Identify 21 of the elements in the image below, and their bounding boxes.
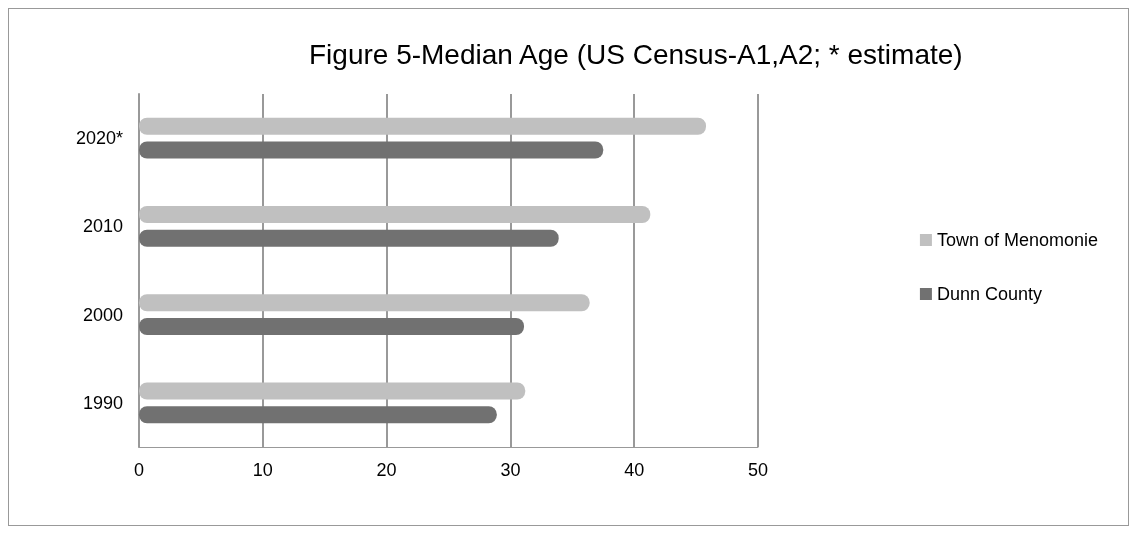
bar — [139, 229, 559, 247]
x-tick-label: 10 — [252, 460, 273, 480]
x-tick-label: 0 — [133, 460, 145, 480]
x-tick-label: 30 — [500, 460, 521, 480]
bar — [139, 406, 497, 424]
y-tick-label: 2000 — [82, 304, 123, 325]
legend-label: Dunn County — [936, 284, 1042, 304]
y-tick-label: 2010 — [82, 216, 123, 237]
bar — [139, 382, 526, 400]
legend-label: Town of Menomonie — [936, 230, 1099, 250]
bar — [139, 117, 706, 135]
bar — [139, 294, 590, 312]
chart-title: Figure 5-Median Age (US Census-A1,A2; * estimate) — [309, 38, 963, 70]
bar — [139, 205, 651, 223]
bar — [139, 318, 525, 336]
x-tick-label: 50 — [747, 460, 769, 480]
bar — [139, 141, 604, 159]
y-tick-label: 2020* — [75, 128, 123, 149]
x-tick-label: 20 — [376, 460, 397, 480]
y-tick-label: 1990 — [82, 392, 123, 413]
x-tick-label: 40 — [624, 460, 645, 480]
